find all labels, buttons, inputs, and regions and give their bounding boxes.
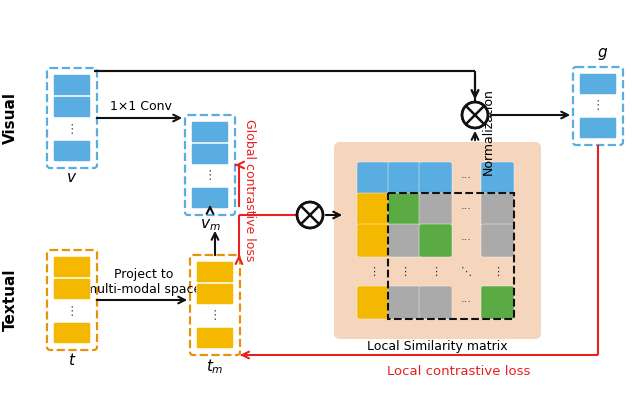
FancyBboxPatch shape xyxy=(481,162,514,195)
Text: $v_m$: $v_m$ xyxy=(200,217,220,233)
FancyBboxPatch shape xyxy=(388,224,421,257)
Circle shape xyxy=(297,202,323,228)
FancyBboxPatch shape xyxy=(357,162,390,195)
FancyBboxPatch shape xyxy=(54,257,90,278)
FancyBboxPatch shape xyxy=(481,193,514,226)
Text: ···: ··· xyxy=(461,297,472,307)
Text: Normalization: Normalization xyxy=(481,88,495,175)
Text: 1×1 Conv: 1×1 Conv xyxy=(110,100,172,113)
Text: $t_m$: $t_m$ xyxy=(206,357,224,376)
FancyBboxPatch shape xyxy=(357,224,390,257)
FancyBboxPatch shape xyxy=(54,141,90,162)
Text: ⋮: ⋮ xyxy=(204,170,216,183)
FancyBboxPatch shape xyxy=(196,284,234,304)
FancyBboxPatch shape xyxy=(388,193,421,226)
Text: ···: ··· xyxy=(461,236,472,246)
FancyBboxPatch shape xyxy=(54,323,90,344)
Text: ···: ··· xyxy=(461,173,472,184)
FancyBboxPatch shape xyxy=(54,74,90,95)
Text: ⋱: ⋱ xyxy=(461,267,472,276)
Text: ···: ··· xyxy=(461,205,472,215)
FancyBboxPatch shape xyxy=(481,224,514,257)
FancyBboxPatch shape xyxy=(357,193,390,226)
Text: ⋮: ⋮ xyxy=(209,310,221,323)
FancyBboxPatch shape xyxy=(191,187,228,208)
Text: ⋮: ⋮ xyxy=(368,267,379,276)
Text: ⋮: ⋮ xyxy=(592,100,604,113)
Text: ⋮: ⋮ xyxy=(66,123,78,136)
Text: Global contrastive loss: Global contrastive loss xyxy=(243,119,257,261)
Text: Visual: Visual xyxy=(3,92,17,144)
Text: $v$: $v$ xyxy=(67,170,77,185)
FancyBboxPatch shape xyxy=(54,97,90,118)
Text: ⋮: ⋮ xyxy=(430,267,441,276)
FancyBboxPatch shape xyxy=(334,142,541,339)
FancyBboxPatch shape xyxy=(419,286,452,319)
FancyBboxPatch shape xyxy=(419,162,452,195)
FancyBboxPatch shape xyxy=(196,328,234,349)
FancyBboxPatch shape xyxy=(419,224,452,257)
Text: Textual: Textual xyxy=(3,269,17,331)
FancyBboxPatch shape xyxy=(191,121,228,142)
Text: ⋮: ⋮ xyxy=(66,304,78,318)
FancyBboxPatch shape xyxy=(191,144,228,165)
Text: Local Similarity matrix: Local Similarity matrix xyxy=(367,340,508,353)
Text: ⋮: ⋮ xyxy=(399,267,410,276)
Text: $g$: $g$ xyxy=(598,46,609,62)
FancyBboxPatch shape xyxy=(579,118,616,139)
Circle shape xyxy=(462,102,488,128)
FancyBboxPatch shape xyxy=(388,286,421,319)
FancyBboxPatch shape xyxy=(481,286,514,319)
FancyBboxPatch shape xyxy=(196,262,234,283)
FancyBboxPatch shape xyxy=(579,74,616,94)
Text: Local contrastive loss: Local contrastive loss xyxy=(387,365,531,378)
Text: $t$: $t$ xyxy=(68,352,76,368)
FancyBboxPatch shape xyxy=(357,286,390,319)
Text: ⋮: ⋮ xyxy=(492,267,503,276)
FancyBboxPatch shape xyxy=(54,278,90,299)
FancyBboxPatch shape xyxy=(419,193,452,226)
Text: Project to
multi-modal space: Project to multi-modal space xyxy=(85,268,202,296)
FancyBboxPatch shape xyxy=(388,162,421,195)
